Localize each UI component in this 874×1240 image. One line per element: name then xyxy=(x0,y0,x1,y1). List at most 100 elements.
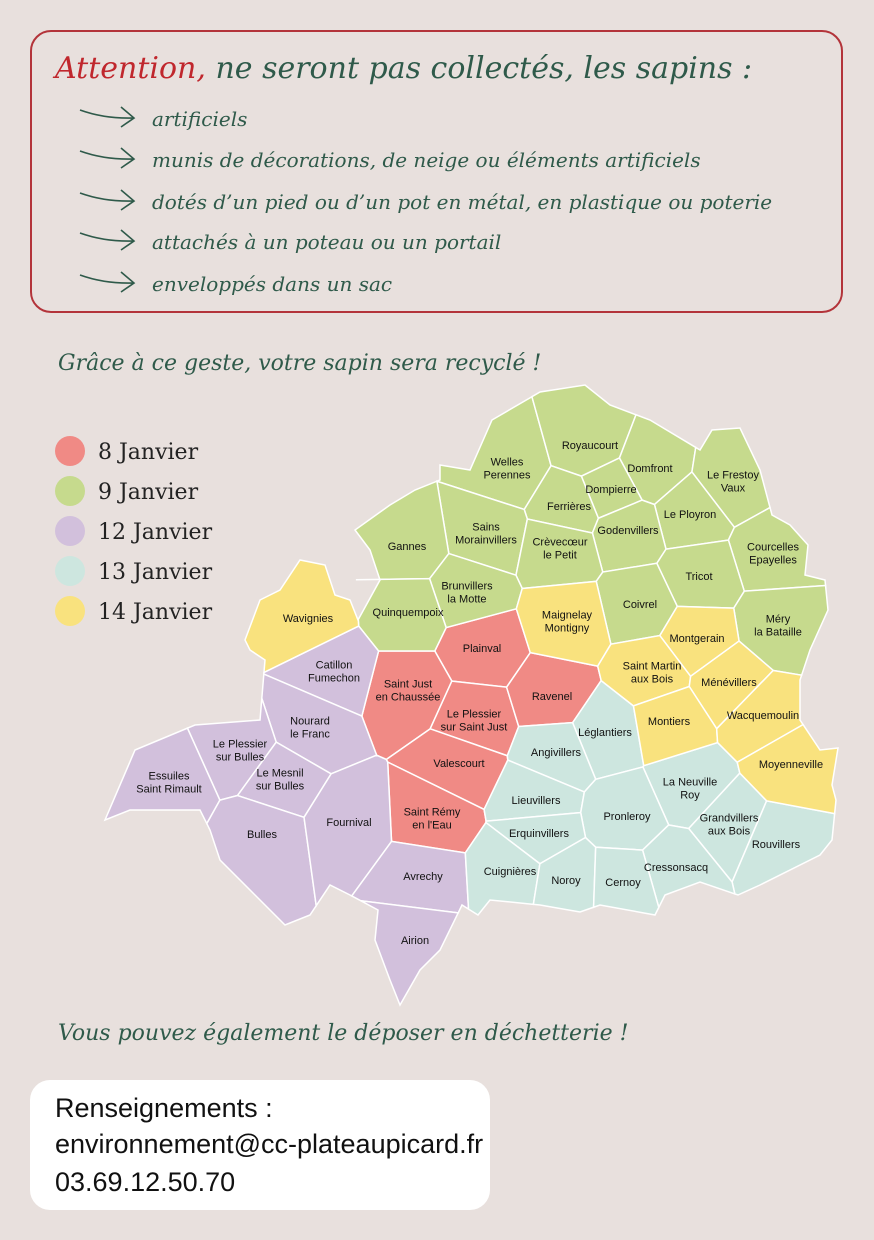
commune-label-line: Montiers xyxy=(648,716,691,728)
commune-label: Lieuvillers xyxy=(512,795,561,807)
commune-label: La Neuville Roy xyxy=(663,777,717,802)
item: enveloppés dans un sac xyxy=(152,272,392,296)
commune-label: Godenvillers xyxy=(597,525,659,537)
commune-label-line: la Motte xyxy=(447,594,486,606)
commune-label-line: sur Bulles xyxy=(256,781,305,793)
commune-label-line: Le Ployron xyxy=(664,509,717,521)
commune-area xyxy=(303,754,393,908)
commune-label-line: Montigny xyxy=(545,623,590,635)
commune-label-line: Bulles xyxy=(247,829,277,841)
commune-label: Valescourt xyxy=(433,758,484,770)
commune-area xyxy=(360,899,460,1007)
commune-label-line: Le Plessier xyxy=(213,739,268,751)
commune-label-line: Avrechy xyxy=(403,871,443,883)
legend-dot xyxy=(55,596,85,626)
item-list: artificiels munis de décorations, de neig… xyxy=(79,106,772,296)
commune-label-line: Pronleroy xyxy=(603,811,651,823)
commune-label: Tricot xyxy=(685,571,712,583)
commune-label-line: Fumechon xyxy=(308,673,360,685)
commune-label-line: Gannes xyxy=(388,541,427,553)
legend-dot xyxy=(55,516,85,546)
legend-dot xyxy=(55,556,85,586)
commune-label-line: Angivillers xyxy=(531,747,582,759)
item: attachés à un poteau ou un portail xyxy=(152,230,501,254)
arrow xyxy=(79,189,136,211)
commune-label-line: Fournival xyxy=(326,817,371,829)
legend-label: 14 Janvier xyxy=(98,600,213,625)
commune-label: Sains Morainvillers xyxy=(455,522,517,547)
item: munis de décorations, de neige ou élémen… xyxy=(152,148,701,172)
commune-label: Le Frestoy Vaux xyxy=(707,470,759,495)
commune-label-line: en Chaussée xyxy=(376,692,441,704)
commune-label-line: Lieuvillers xyxy=(512,795,561,807)
commune-label-line: Sains xyxy=(472,522,500,534)
commune-label-line: Vaux xyxy=(721,483,746,495)
legend-label: 8 Janvier xyxy=(98,440,199,465)
commune-label-line: Morainvillers xyxy=(455,535,517,547)
item: dotés d’un pied ou d’un pot en métal, en… xyxy=(152,190,772,214)
commune-label-line: Cernoy xyxy=(605,877,641,889)
commune-label-line: Rouvillers xyxy=(752,839,801,851)
commune-label-line: Le Plessier xyxy=(447,709,502,721)
commune-label: Cuignières xyxy=(484,866,537,878)
commune-label: Crèvecœur le Petit xyxy=(532,537,587,562)
commune-label: Ferrières xyxy=(547,501,592,513)
commune-label-line: en l'Eau xyxy=(412,820,451,832)
commune-label-line: Catillon xyxy=(316,660,353,672)
commune-label: Le Ployron xyxy=(664,509,717,521)
commune-label-line: le Franc xyxy=(290,729,330,741)
commune-label-line: aux Bois xyxy=(631,674,674,686)
commune-label-line: sur Bulles xyxy=(216,752,265,764)
arrow xyxy=(79,229,136,251)
commune-area xyxy=(244,559,360,674)
commune-label: Fournival xyxy=(326,817,371,829)
commune-area xyxy=(350,840,470,914)
commune-label-line: Dompierre xyxy=(585,484,636,496)
commune-label: Domfront xyxy=(627,463,672,475)
commune-label-line: aux Bois xyxy=(708,826,751,838)
commune-area xyxy=(592,846,660,916)
arrow xyxy=(79,106,136,128)
commune-label-line: La Neuville xyxy=(663,777,717,789)
commune-label-line: Nourard xyxy=(290,716,330,728)
commune-area xyxy=(205,794,317,926)
commune-label-line: Airion xyxy=(401,935,429,947)
commune-label: Welles Perennes xyxy=(483,457,531,482)
legend-label: 12 Janvier xyxy=(98,520,213,545)
commune-label-line: Valescourt xyxy=(433,758,484,770)
commune-label-line: Perennes xyxy=(483,470,531,482)
commune-label-line: Cressonsacq xyxy=(644,862,708,874)
item: artificiels xyxy=(152,107,247,131)
warning-word: Attention, xyxy=(52,51,206,86)
commune-label: Dompierre xyxy=(585,484,636,496)
commune-label-line: la Bataille xyxy=(754,627,802,639)
commune-label-line: Moyenneville xyxy=(759,759,823,771)
commune-label: Ravenel xyxy=(532,691,572,703)
commune-label: Moyenneville xyxy=(759,759,823,771)
commune-label-line: Erquinvillers xyxy=(509,828,569,840)
commune-label-line: Plainval xyxy=(463,643,502,655)
commune-label-line: Tricot xyxy=(685,571,712,583)
commune-label-line: Ferrières xyxy=(547,501,592,513)
commune-label-line: Le Frestoy xyxy=(707,470,759,482)
commune-label-line: Wavignies xyxy=(283,613,334,625)
commune-label-line: Royaucourt xyxy=(562,440,618,452)
legend-dot xyxy=(55,436,85,466)
commune-label-line: Méry xyxy=(766,614,791,626)
commune-label-line: Epayelles xyxy=(749,555,797,567)
commune-label: Avrechy xyxy=(403,871,443,883)
commune-label-line: Roy xyxy=(680,790,700,802)
commune-label: Noroy xyxy=(551,875,581,887)
commune-label: Erquinvillers xyxy=(509,828,569,840)
title: ne seront pas collectés, les sapins : xyxy=(215,51,752,86)
commune-label: Le Plessier sur Saint Just xyxy=(441,709,508,734)
commune-label-line: Saint Martin xyxy=(623,661,682,673)
commune-label-line: Montgerain xyxy=(669,633,724,645)
commune-label: Montiers xyxy=(648,716,691,728)
commune-label-line: Coivrel xyxy=(623,599,657,611)
commune-label: Méry la Bataille xyxy=(754,614,802,639)
commune-label: Brunvillers la Motte xyxy=(441,581,493,606)
commune-area xyxy=(731,799,836,896)
commune-label-line: Godenvillers xyxy=(597,525,659,537)
